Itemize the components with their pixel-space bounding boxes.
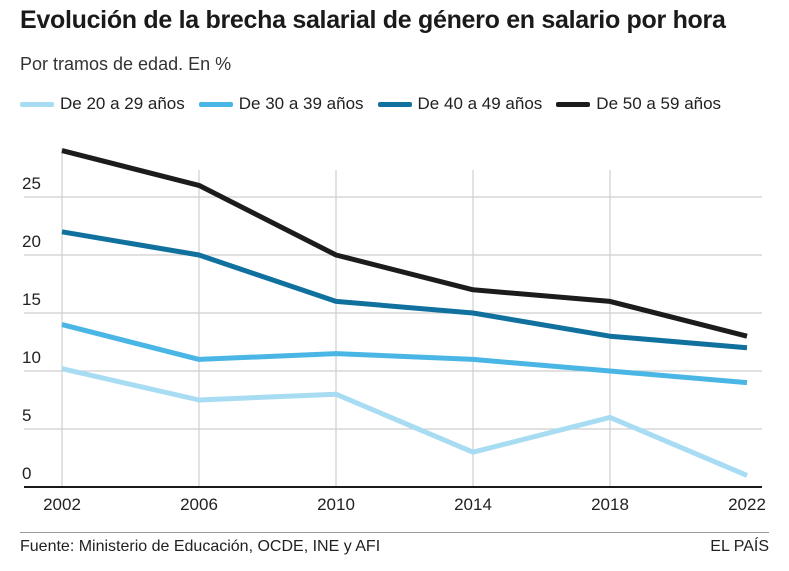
x-tick-label: 2002 [43, 495, 81, 514]
x-tick-label: 2006 [180, 495, 218, 514]
x-tick-label: 2022 [728, 495, 766, 514]
legend-item-30-39: De 30 a 39 años [198, 94, 364, 114]
footer-divider [20, 532, 769, 533]
legend: De 20 a 29 años De 30 a 39 años De 40 a … [20, 92, 735, 116]
legend-item-40-49: De 40 a 49 años [377, 94, 543, 114]
chart-title: Evolución de la brecha salarial de géner… [20, 6, 726, 34]
chart-subtitle: Por tramos de edad. En % [20, 54, 232, 74]
y-tick-label: 10 [22, 348, 41, 367]
y-tick-label: 25 [22, 174, 41, 193]
legend-label: De 20 a 29 años [60, 94, 185, 113]
x-tick-label: 2014 [454, 495, 492, 514]
legend-swatch [377, 101, 412, 107]
source-note: Fuente: Ministerio de Educación, OCDE, I… [20, 538, 381, 555]
series-line-3 [61, 148, 748, 339]
legend-label: De 50 a 59 años [596, 94, 722, 113]
brand-name: EL PAÍS [710, 538, 769, 555]
legend-item-20-29: De 20 a 29 años [20, 94, 185, 114]
legend-label: De 40 a 49 años [417, 94, 543, 113]
x-tick-label: 2018 [591, 495, 629, 514]
y-tick-label: 20 [22, 232, 41, 251]
legend-swatch [556, 101, 591, 107]
legend-label: De 30 a 39 años [238, 94, 364, 113]
y-tick-label: 5 [22, 406, 31, 425]
legend-swatch [198, 101, 233, 107]
legend-item-50-59: De 50 a 59 años [556, 94, 721, 114]
y-tick-label: 15 [22, 290, 41, 309]
y-tick-label: 0 [22, 464, 31, 483]
series-line-1 [61, 322, 748, 386]
x-tick-label: 2010 [317, 495, 355, 514]
legend-swatch [20, 101, 54, 107]
series-line-2 [61, 229, 748, 351]
series-line-0 [61, 366, 748, 478]
